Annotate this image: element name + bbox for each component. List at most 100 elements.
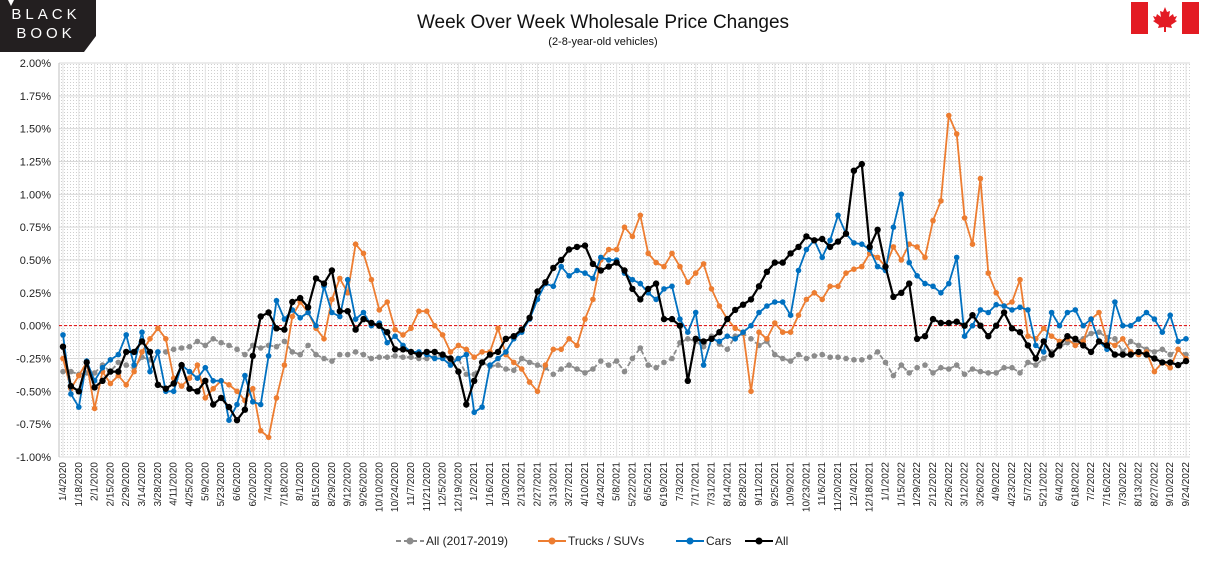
data-point	[1159, 329, 1166, 336]
data-point	[1009, 299, 1015, 305]
data-point	[946, 280, 952, 287]
data-point	[471, 354, 478, 361]
data-point	[234, 346, 240, 353]
data-point	[392, 326, 398, 333]
data-point	[107, 368, 114, 375]
data-point	[162, 385, 169, 392]
data-point	[811, 237, 818, 244]
data-point	[661, 359, 667, 366]
data-point	[779, 299, 786, 305]
data-point	[1032, 355, 1040, 362]
data-point	[882, 263, 889, 270]
data-point	[938, 364, 944, 371]
data-point	[890, 372, 897, 379]
data-point	[1048, 333, 1055, 340]
data-point	[1112, 299, 1118, 305]
x-tick-label: 10/10/2020	[374, 462, 385, 512]
data-point	[210, 336, 216, 342]
data-point	[914, 244, 920, 250]
data-point	[273, 395, 280, 401]
data-point	[360, 351, 367, 358]
data-point	[170, 380, 177, 387]
data-point	[131, 362, 137, 368]
data-point	[68, 391, 74, 397]
data-point	[629, 276, 636, 283]
data-point	[645, 285, 652, 293]
data-point	[518, 326, 525, 333]
x-tick-label: 4/23/2022	[1007, 462, 1018, 507]
data-point	[700, 261, 707, 267]
data-point	[811, 353, 818, 359]
data-point	[297, 294, 304, 302]
x-tick-label: 7/16/2022	[1102, 462, 1113, 507]
x-tick-label: 1/4/2020	[58, 462, 69, 501]
data-point	[320, 280, 328, 287]
data-point	[772, 299, 778, 305]
data-point	[344, 290, 351, 296]
data-point	[170, 346, 177, 353]
data-point	[115, 351, 122, 358]
data-point	[985, 270, 992, 276]
x-tick-label: 5/8/2021	[612, 462, 623, 501]
data-point	[977, 175, 984, 182]
data-point	[629, 355, 636, 362]
data-point	[391, 346, 399, 353]
data-point	[882, 359, 889, 366]
data-point	[1064, 333, 1071, 340]
data-point	[803, 233, 810, 240]
data-point	[613, 358, 620, 364]
data-point	[1088, 316, 1094, 322]
data-point	[961, 333, 968, 340]
data-point	[787, 250, 794, 257]
data-point	[257, 345, 264, 351]
data-point	[740, 329, 746, 336]
data-point	[455, 368, 462, 375]
data-point	[621, 267, 628, 274]
x-tick-label: 12/4/2021	[849, 462, 860, 507]
data-point	[574, 342, 580, 349]
data-point	[487, 362, 493, 368]
x-tick-label: 7/4/2020	[264, 462, 275, 501]
data-point	[961, 371, 968, 378]
data-point	[859, 263, 865, 270]
data-point	[1017, 304, 1023, 311]
y-tick-label: 0.00%	[20, 321, 51, 333]
data-point	[202, 395, 209, 401]
data-point	[550, 264, 557, 272]
data-point	[961, 215, 968, 221]
data-point	[685, 279, 691, 286]
data-point	[455, 342, 462, 349]
data-point	[677, 316, 683, 322]
data-point	[590, 275, 596, 282]
data-point	[407, 348, 415, 356]
x-tick-label: 6/6/2020	[232, 462, 243, 501]
data-point	[1127, 322, 1134, 329]
x-tick-label: 5/22/2021	[627, 462, 638, 507]
data-point	[329, 296, 335, 303]
data-point	[83, 359, 90, 366]
data-point	[241, 406, 249, 413]
x-tick-label: 5/21/2022	[1039, 462, 1050, 507]
data-point	[384, 299, 391, 305]
data-point	[328, 267, 336, 274]
data-point	[194, 375, 201, 382]
data-point	[946, 112, 952, 119]
data-point	[787, 358, 794, 364]
chart-subtitle: (2-8-year-old vehicles)	[548, 36, 657, 48]
x-tick-label: 5/7/2022	[1023, 462, 1034, 501]
data-point	[1120, 336, 1126, 342]
data-point	[1135, 342, 1142, 349]
data-point	[827, 283, 833, 290]
data-point	[589, 260, 597, 268]
data-point	[1112, 342, 1118, 349]
data-point	[99, 377, 106, 384]
data-point	[1017, 276, 1023, 283]
data-point	[929, 315, 937, 323]
data-point	[835, 212, 841, 219]
data-point	[708, 335, 715, 342]
x-tick-label: 8/15/2020	[311, 462, 322, 507]
data-point	[874, 349, 881, 355]
y-tick-label: 2.00%	[20, 58, 51, 70]
data-point	[637, 345, 644, 351]
data-point	[1151, 316, 1158, 322]
